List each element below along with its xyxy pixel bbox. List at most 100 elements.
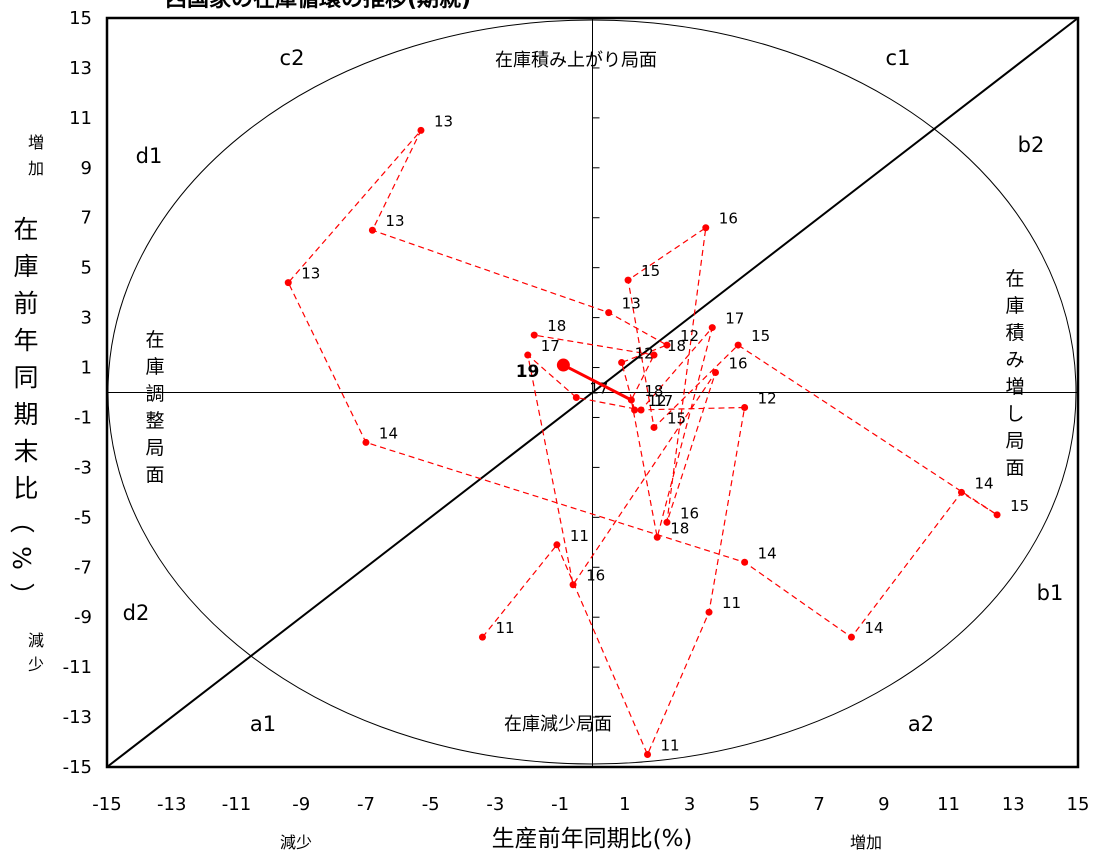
data-point-9	[368, 226, 376, 234]
data-point-12	[362, 438, 370, 446]
phase-label-left-char: 面	[145, 464, 164, 486]
y-axis-title-char: 同	[13, 363, 38, 392]
data-point-label-4: 12	[758, 389, 777, 407]
y-axis-title-char: ）	[7, 583, 36, 608]
x-tick-label: -15	[92, 794, 121, 815]
latest-connection-line	[562, 363, 633, 402]
x-tick-label: -5	[422, 794, 440, 815]
y-increase-label: 増加	[28, 133, 44, 178]
data-point-20	[702, 224, 710, 232]
y-axis-title-char: 比	[13, 474, 38, 503]
y-tick-label: 5	[81, 258, 92, 279]
data-point-31	[530, 331, 538, 339]
phase-label-right-char: 在	[1005, 268, 1024, 290]
phase-label-right-char: 庫	[1005, 295, 1024, 317]
y-tick-label: -1	[74, 407, 92, 428]
data-point-7	[663, 341, 671, 349]
plot-area	[105, 16, 1080, 769]
y-tick-label: -11	[63, 657, 92, 678]
region-label-a1: a1	[250, 712, 276, 736]
data-point-label-27: 17	[725, 310, 744, 328]
phase-label-bottom: 在庫減少局面	[504, 714, 612, 735]
region-label-b1: b1	[1037, 581, 1064, 605]
region-label-a2: a2	[908, 712, 934, 736]
data-point-label-24: 17	[541, 337, 560, 355]
data-point-label-23: 16	[586, 567, 605, 585]
x-increase-label: 増加	[850, 833, 882, 852]
data-point-label-15: 14	[974, 474, 993, 492]
data-point-26	[637, 406, 645, 414]
data-point-27	[708, 324, 716, 332]
phase-label-top: 在庫積み上がり局面	[495, 50, 657, 71]
y-decrease-label: 減少	[28, 631, 44, 674]
y-tick-labels: 15 13 11 9 7 5 3 1 -1 -3 -5 -7 -9 -11 -13 -15	[63, 8, 92, 778]
y-tick-label: 15	[69, 8, 92, 29]
y-axis-title-char: 期	[13, 400, 38, 429]
y-tick-label: -3	[74, 457, 92, 478]
x-tick-label: -3	[486, 794, 504, 815]
data-point-15	[957, 488, 965, 496]
data-point-label-0: 11	[495, 619, 514, 637]
data-point-0	[478, 633, 486, 641]
phase-label-left-char: 調	[145, 383, 164, 405]
data-point-14	[847, 633, 855, 641]
data-point-2	[644, 751, 652, 759]
y-axis-title-char: 在	[13, 215, 38, 244]
diagonal-reference-line	[106, 17, 1079, 768]
data-point-label-12: 14	[379, 424, 398, 442]
data-point-label-1: 11	[570, 527, 589, 545]
latest-point	[556, 358, 570, 372]
x-tick-label: -13	[157, 794, 186, 815]
y-tick-label: -9	[74, 607, 92, 628]
data-point-3	[705, 608, 713, 616]
region-label-c2: c2	[280, 46, 305, 70]
data-point-10	[417, 126, 425, 134]
x-tick-label: -7	[357, 794, 375, 815]
data-point-5	[631, 406, 639, 414]
data-point-23	[569, 581, 577, 589]
data-point-17	[734, 341, 742, 349]
data-point-label-18: 15	[667, 409, 686, 427]
data-point-label-14: 14	[864, 619, 883, 637]
y-axis-title-char: 前	[13, 289, 38, 318]
y-tick-label: 7	[81, 208, 92, 229]
y-axis-title-char: 庫	[13, 252, 38, 281]
y-axis-title-char: %	[7, 546, 36, 570]
x-tick-label: -1	[551, 794, 569, 815]
data-point-24	[524, 351, 532, 359]
y-tick-label: -15	[63, 757, 92, 778]
x-tick-label: 7	[813, 794, 824, 815]
data-point-label-10: 13	[434, 112, 453, 130]
series-points: 11 11 11 11 12 12 12 12 13 13 13 13 14 14 14 14 15 15 15 15…	[284, 112, 1029, 759]
latest-point-label: 19	[516, 362, 540, 382]
data-point-label-7: 12	[680, 327, 699, 345]
data-point-25	[572, 393, 580, 401]
data-point-label-31: 18	[547, 317, 566, 335]
phase-label-right-char: し	[1005, 403, 1024, 425]
data-point-label-11: 13	[301, 265, 320, 283]
data-point-22	[711, 369, 719, 377]
region-label-c1: c1	[886, 46, 911, 70]
y-tick-label: 3	[81, 308, 92, 329]
data-point-label-3: 11	[722, 594, 741, 612]
data-point-16	[993, 511, 1001, 519]
data-point-label-17: 15	[751, 327, 770, 345]
region-label-b2: b2	[1018, 133, 1045, 157]
data-point-label-22: 16	[728, 355, 747, 373]
data-point-28	[653, 533, 661, 541]
x-tick-label: 9	[878, 794, 889, 815]
y-increase-label-char: 加	[28, 159, 44, 178]
data-point-label-30: 18	[667, 337, 686, 355]
data-point-11	[284, 279, 292, 287]
data-point-label-16: 15	[1010, 497, 1029, 515]
y-decrease-label-char: 少	[28, 655, 44, 674]
y-tick-label: -13	[63, 707, 92, 728]
region-label-d2: d2	[123, 601, 150, 625]
data-point-1	[553, 541, 561, 549]
phase-label-left-char: 在	[145, 329, 164, 351]
y-tick-label: 11	[69, 108, 92, 129]
data-point-label-5: 12	[648, 392, 667, 410]
